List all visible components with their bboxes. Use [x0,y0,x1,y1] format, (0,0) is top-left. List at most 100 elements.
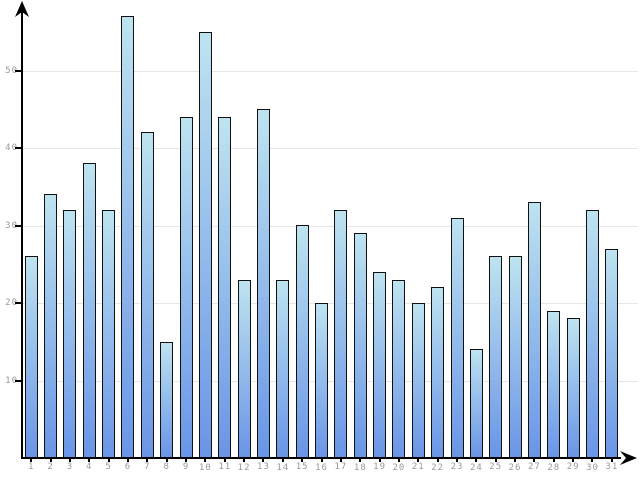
bar-day-25 [489,256,503,458]
bar-day-14 [276,280,290,458]
x-axis-tick [378,457,381,462]
gridline [22,71,638,72]
x-axis-tick-label: 23 [450,462,464,472]
x-axis-tick-label: 13 [257,462,270,472]
x-axis-tick [301,457,304,462]
x-axis-tick [417,457,420,462]
x-axis-tick [88,457,91,462]
bar-day-8 [160,342,174,458]
gridline [22,303,638,304]
y-axis-tick [15,380,23,382]
x-axis-tick-label: 14 [276,463,290,473]
x-axis-tick [30,457,33,462]
x-axis-tick-label: 16 [315,463,328,473]
x-axis-arrow-icon [620,451,637,465]
bar-day-20 [392,280,406,458]
x-axis-tick [49,457,52,462]
x-axis-tick-label: 17 [334,462,348,472]
x-axis-tick [262,457,265,462]
bar-day-22 [431,287,445,458]
x-axis-tick-label: 11 [218,462,232,472]
x-axis-tick [533,457,536,462]
x-axis-tick [126,457,129,462]
x-axis-tick-label: 1 [27,462,35,472]
y-axis-tick-label: 50 [5,66,18,76]
x-axis-tick [456,457,458,462]
bar-day-2 [44,194,58,458]
bar-day-29 [566,318,580,458]
bar-day-10 [198,32,212,458]
x-axis-tick-label: 9 [182,462,190,472]
x-axis-tick [281,457,284,462]
x-axis-tick [320,457,323,462]
bar-day-28 [547,311,561,458]
x-axis-tick-label: 25 [489,462,503,472]
x-axis-tick [591,457,594,462]
bar-day-19 [373,272,387,458]
x-axis-tick [243,457,246,462]
x-axis-tick-label: 30 [586,463,599,473]
x-axis-tick-label: 4 [86,462,93,472]
x-axis-tick-label: 18 [353,463,367,473]
x-axis-tick-label: 31 [605,462,619,472]
x-axis-tick-label: 28 [547,463,561,473]
x-axis-tick-label: 5 [105,462,112,472]
x-axis-tick [165,457,168,462]
x-axis-tick-label: 7 [144,462,151,472]
bar-day-30 [585,210,599,458]
bar-day-27 [527,202,541,458]
x-axis-tick [610,457,613,462]
x-axis-tick [68,457,71,462]
x-axis-tick-label: 19 [373,462,386,472]
x-axis-tick-label: 21 [411,462,425,472]
y-axis-tick [15,302,23,304]
gridline [22,148,638,149]
x-axis-tick-label: 2 [47,462,54,472]
gridline [22,381,638,382]
bar-day-23 [450,218,464,458]
bar-day-17 [334,210,348,458]
x-axis-tick [146,457,149,462]
x-axis-tick-label: 27 [528,462,541,472]
x-axis-tick-label: 20 [392,463,406,473]
y-axis-tick [15,70,23,72]
bar-day-31 [605,249,619,458]
y-axis-tick [15,147,23,149]
y-axis-tick-label: 20 [5,298,18,308]
y-axis-tick-label: 40 [5,143,18,153]
x-axis-tick [552,457,555,462]
x-axis-tick [339,457,342,462]
bar-day-26 [508,256,522,458]
x-axis-tick-label: 22 [431,463,445,473]
x-axis-tick [223,457,226,462]
x-axis-tick [475,457,478,462]
x-axis-tick-label: 24 [469,463,483,473]
x-axis-tick-label: 8 [163,462,170,472]
bar-day-24 [469,349,483,458]
x-axis-tick-label: 10 [198,463,212,473]
x-axis-tick-label: 26 [508,463,522,473]
bar-day-13 [256,109,270,458]
y-axis-tick-label: 30 [5,221,18,231]
y-axis-tick [15,225,23,227]
bar-day-4 [82,163,96,458]
bar-day-6 [121,16,135,458]
bar-day-12 [237,280,251,458]
gridline [22,226,638,227]
x-axis-tick [107,457,110,462]
bar-day-16 [315,303,329,458]
bar-day-21 [411,303,425,458]
x-axis-tick [514,457,517,462]
x-axis-tick [359,457,362,462]
y-axis-tick-label: 10 [5,376,18,386]
x-axis-tick-label: 12 [237,463,251,473]
bar-day-11 [218,117,232,458]
x-axis-tick-label: 6 [124,462,132,472]
bar-day-5 [102,210,116,458]
x-axis-tick [185,457,188,462]
x-axis-tick [397,457,400,462]
bar-day-15 [295,225,309,458]
y-axis-arrow-icon [15,1,29,17]
bar-day-1 [24,256,38,458]
